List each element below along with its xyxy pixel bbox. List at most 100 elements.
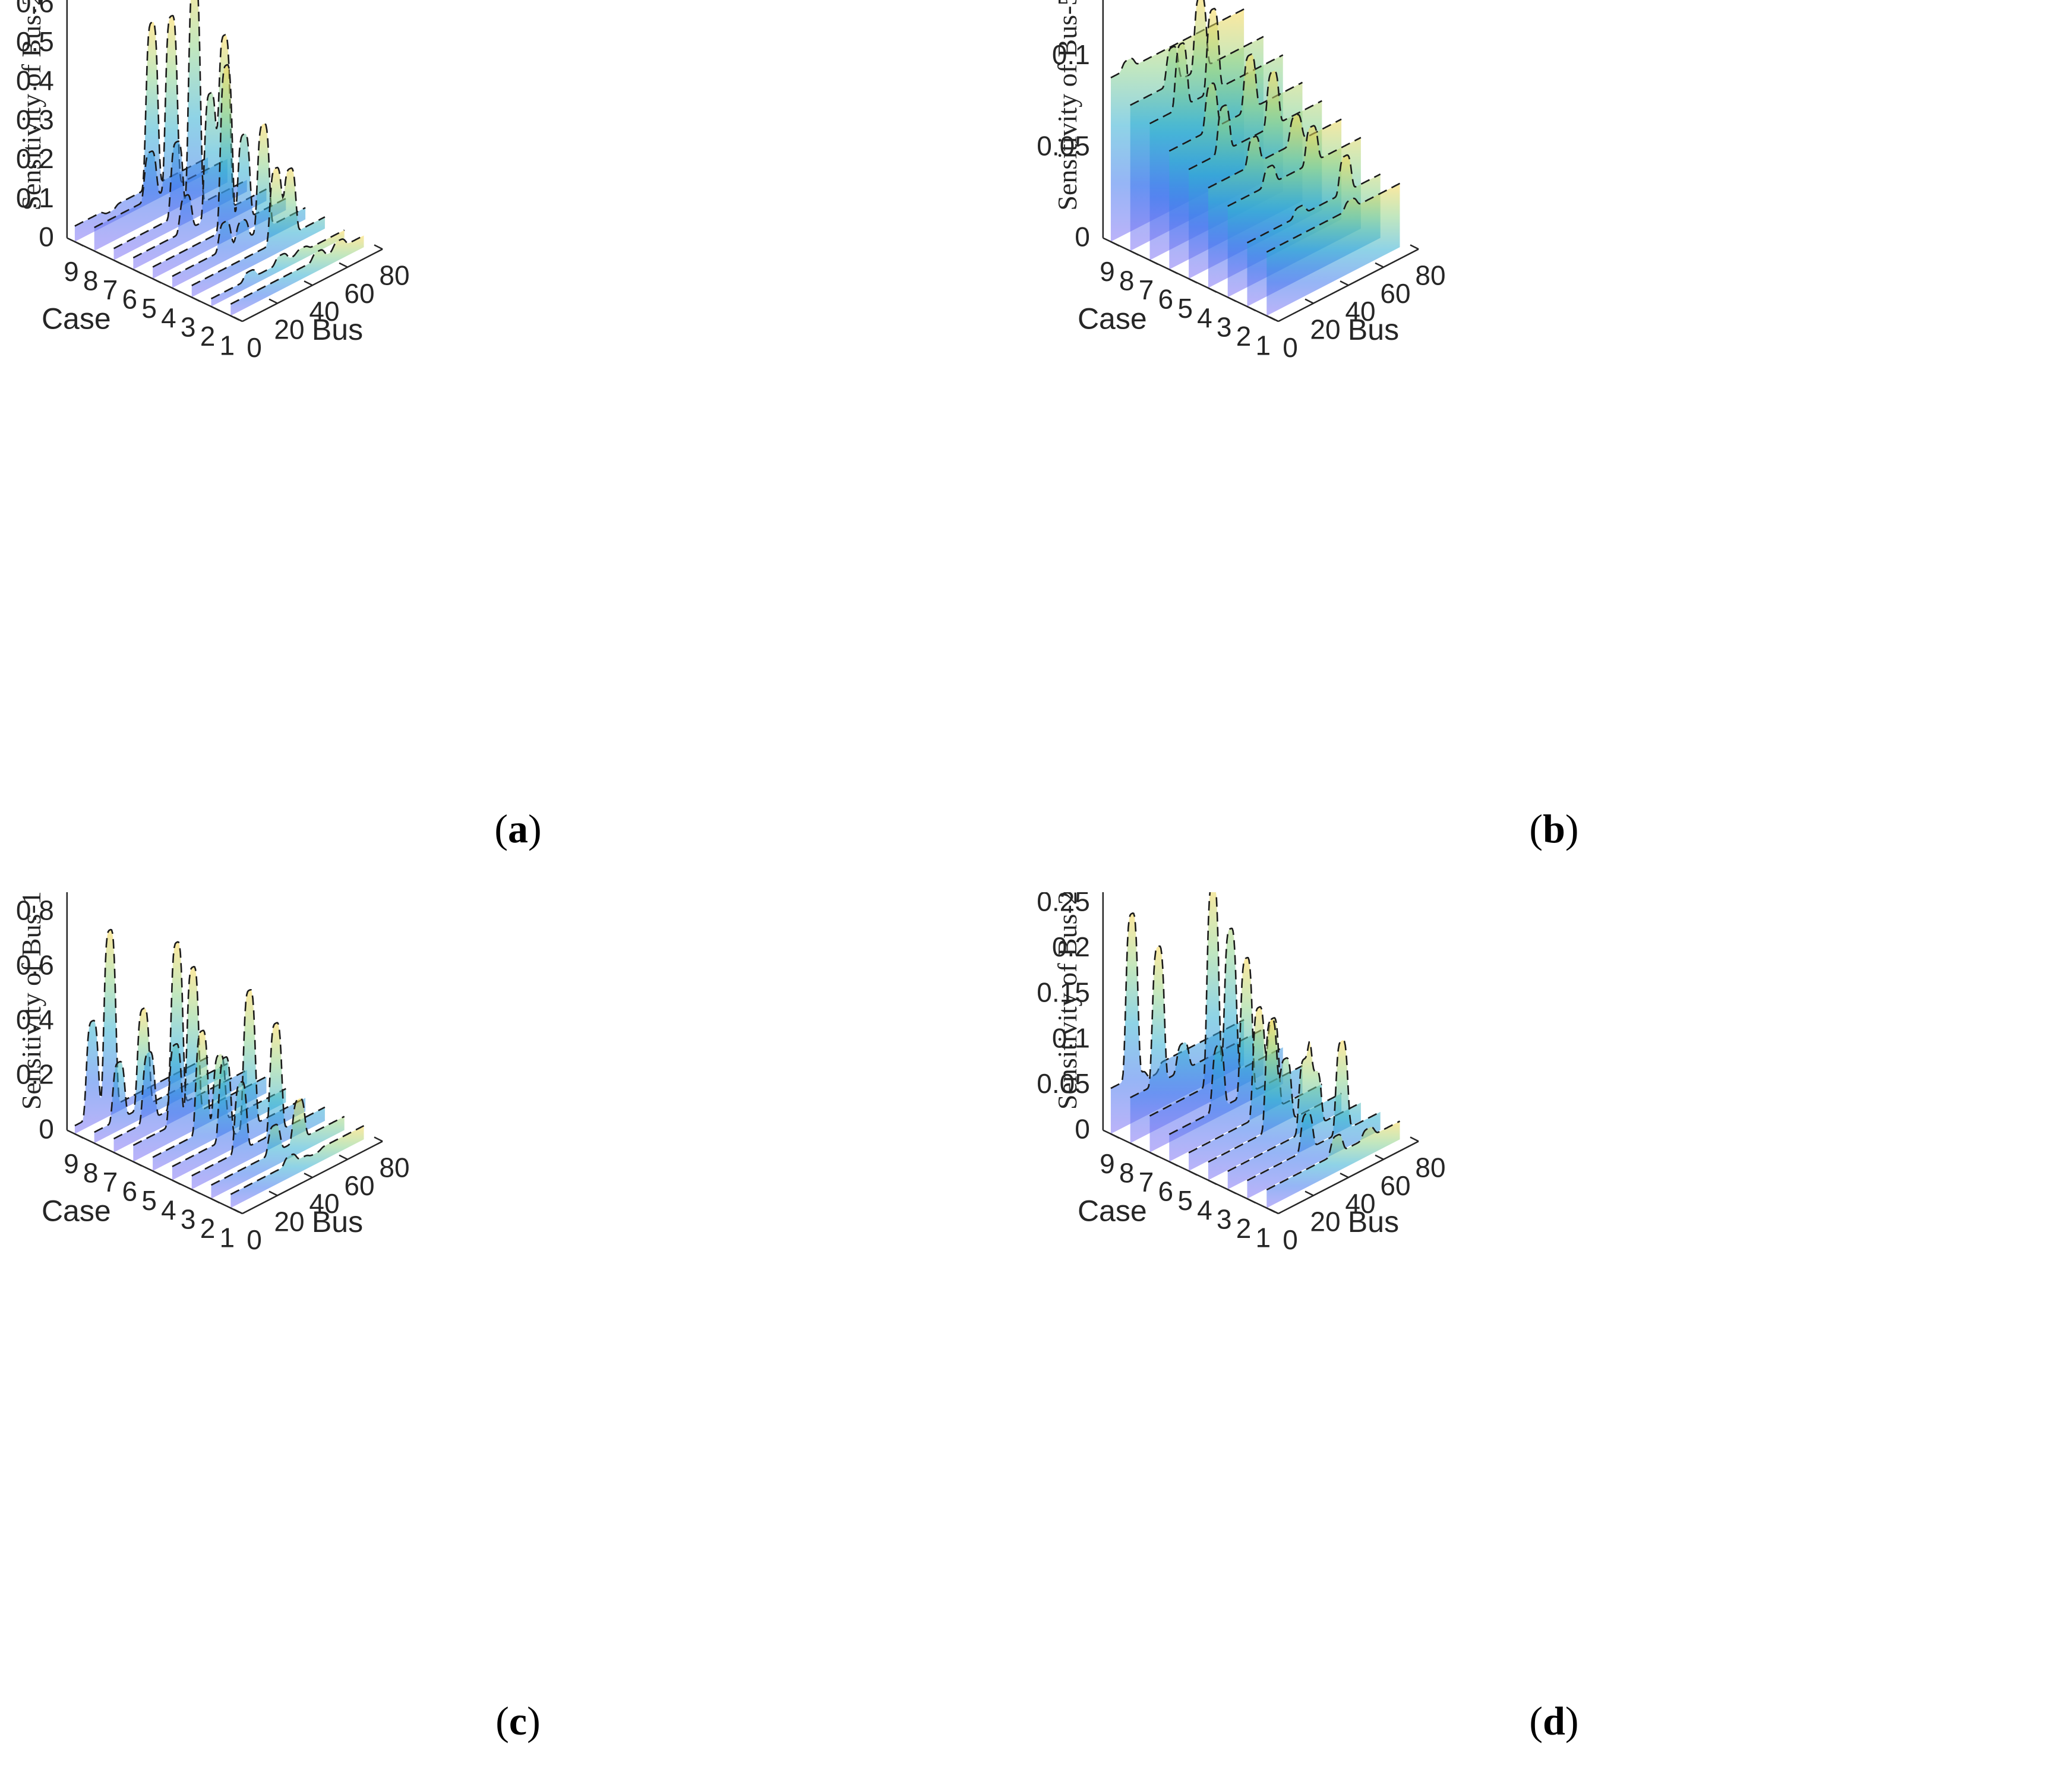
case-tick-mark <box>1188 278 1198 284</box>
z-tick-label: 0 <box>39 1114 54 1145</box>
case-tick-label: 5 <box>1177 293 1193 324</box>
ridge-line-case-1 <box>1266 182 1401 253</box>
z-tick-label: 0.6 <box>16 950 54 981</box>
case-axis-title: Case <box>42 302 111 336</box>
case-tick-label: 3 <box>1217 1203 1232 1234</box>
case-tick-label: 7 <box>1139 1167 1154 1198</box>
case-tick-label: 2 <box>1236 1213 1252 1244</box>
case-tick-label: 7 <box>103 274 118 305</box>
case-tick-label: 7 <box>1139 274 1154 305</box>
case-tick-label: 8 <box>83 265 99 296</box>
chart-panel-c: 00.20.40.60.81Sensitivity of Bus-1512345… <box>0 892 1036 1784</box>
case-tick-mark <box>191 296 201 302</box>
case-tick-mark <box>1246 305 1256 312</box>
case-tick-mark <box>1130 250 1139 256</box>
case-tick-mark <box>210 305 220 312</box>
ridge-line-case-2 <box>210 229 345 300</box>
bus-tick-label: 20 <box>274 1206 304 1237</box>
ridge-line-case-1 <box>1266 1120 1401 1191</box>
case-tick-mark <box>1188 1170 1198 1176</box>
bus-tick-label: 80 <box>379 1152 409 1183</box>
bus-axis-title: Bus <box>1348 313 1399 346</box>
panel-caption: (a) <box>494 806 541 851</box>
bus-tick-label: 0 <box>1283 1224 1298 1255</box>
bus-tick-mark <box>374 244 383 250</box>
bus-tick-mark <box>1340 1173 1349 1179</box>
case-tick-mark <box>74 241 84 247</box>
case-tick-mark <box>1227 296 1237 302</box>
case-tick-label: 6 <box>122 1176 138 1207</box>
ridge-fill-case-2 <box>211 230 345 307</box>
z-tick-label: 0 <box>1075 1114 1090 1145</box>
case-tick-mark <box>1208 287 1217 293</box>
bus-tick-label: 60 <box>344 278 374 309</box>
chart-svg-b: 00.050.10.15Sensitivity of Bus-512345678… <box>1037 0 1579 851</box>
bus-tick-mark <box>1340 280 1349 286</box>
bus-tick-mark <box>1269 316 1279 323</box>
ridge-line-case-5 <box>1188 69 1322 170</box>
ridge-fill-case-8 <box>94 1008 228 1143</box>
ridge-line-case-3 <box>191 1022 326 1177</box>
case-tick-label: 8 <box>83 1157 99 1188</box>
bus-tick-label: 60 <box>344 1170 374 1201</box>
ridge-fill-case-1 <box>230 235 364 316</box>
case-tick-label: 3 <box>181 311 196 342</box>
case-tick-label: 8 <box>1119 1157 1135 1188</box>
bus-tick-mark <box>304 280 313 286</box>
bus-tick-mark <box>1305 1190 1314 1196</box>
case-tick-label: 2 <box>200 1213 216 1244</box>
case-tick-mark <box>1110 1133 1120 1139</box>
z-tick-label: 0.1 <box>16 182 54 213</box>
chart-svg-a: 00.10.20.30.40.50.60.7Sensitivity of Bus… <box>16 0 542 851</box>
z-tick-label: 0.15 <box>1037 977 1090 1008</box>
case-tick-mark <box>172 1179 181 1185</box>
bus-tick-mark <box>1305 298 1314 304</box>
case-tick-mark <box>1227 1189 1237 1195</box>
case-tick-mark <box>113 259 123 266</box>
z-tick-label: 0.8 <box>16 895 54 926</box>
bus-tick-label: 0 <box>1283 332 1298 363</box>
case-tick-mark <box>1149 259 1159 266</box>
z-tick-label: 0 <box>1075 222 1090 252</box>
case-tick-label: 6 <box>1158 1176 1174 1207</box>
z-tick-label: 0.2 <box>16 143 54 174</box>
bus-tick-mark <box>304 1173 313 1179</box>
chart-panel-a: 00.10.20.30.40.50.60.7Sensitivity of Bus… <box>0 0 1036 892</box>
bus-tick-label: 80 <box>379 260 409 290</box>
case-tick-mark <box>1110 241 1120 247</box>
bus-tick-mark <box>1375 1154 1384 1160</box>
case-tick-label: 3 <box>181 1203 196 1234</box>
case-tick-mark <box>152 278 162 284</box>
bus-tick-mark <box>233 316 243 323</box>
panel-caption: (c) <box>495 1698 541 1743</box>
ridge-line-case-6 <box>1168 53 1303 152</box>
case-tick-mark <box>1168 268 1178 274</box>
ridge-fill-case-9 <box>74 930 209 1134</box>
case-tick-mark <box>1149 1151 1159 1158</box>
ridge-line-case-7 <box>1149 8 1284 125</box>
case-axis-title: Case <box>42 1195 111 1228</box>
case-tick-label: 9 <box>64 1148 79 1179</box>
bus-axis-title: Bus <box>312 1205 363 1239</box>
z-tick-label: 0.05 <box>1037 130 1090 161</box>
case-tick-mark <box>94 1142 103 1148</box>
bus-tick-mark <box>1375 262 1384 268</box>
case-tick-label: 4 <box>1197 302 1212 333</box>
bus-tick-label: 0 <box>247 332 262 363</box>
bus-tick-mark <box>269 298 278 304</box>
chart-svg-d: 00.050.10.150.20.250.3Sensitivity of Bus… <box>1037 892 1579 1743</box>
chart-panel-b: 00.050.10.15Sensitivity of Bus-512345678… <box>1036 0 2072 892</box>
case-tick-mark <box>152 1170 162 1176</box>
bus-tick-label: 0 <box>247 1224 262 1255</box>
case-axis-title: Case <box>1078 302 1147 336</box>
ridge-fill-case-1 <box>1266 1121 1400 1208</box>
case-tick-mark <box>191 1189 201 1195</box>
ridge-fill-case-3 <box>191 168 325 298</box>
ridge-fill-case-5 <box>153 65 286 279</box>
case-tick-label: 7 <box>103 1167 118 1198</box>
bus-tick-mark <box>233 1208 243 1215</box>
case-tick-mark <box>74 1133 84 1139</box>
case-tick-mark <box>1246 1198 1256 1204</box>
z-tick-label: 0.25 <box>1037 892 1090 917</box>
case-tick-label: 9 <box>1100 1148 1115 1179</box>
